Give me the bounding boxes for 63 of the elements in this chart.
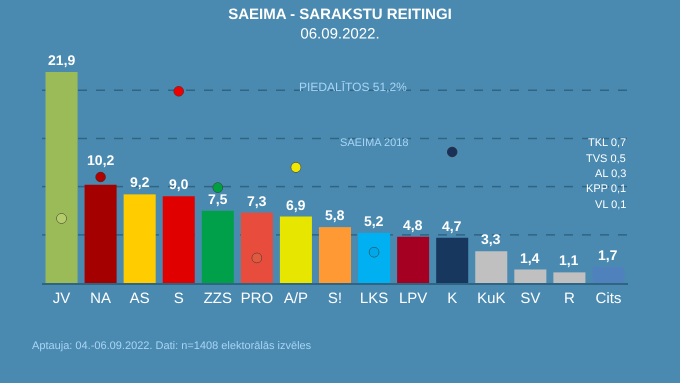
- annotation: TVS 0,5: [586, 153, 626, 165]
- bar: [162, 196, 195, 283]
- bar: [358, 232, 390, 283]
- bar: [553, 272, 586, 283]
- x-tick-label: Cits: [596, 290, 622, 307]
- x-tick-label: S!: [328, 290, 342, 307]
- annotation: SAEIMA 2018: [340, 137, 408, 149]
- data-label: 6,9: [286, 197, 306, 213]
- bar: [280, 216, 312, 283]
- data-label: 5,2: [364, 213, 384, 229]
- data-label: 1,4: [520, 250, 540, 266]
- bar: [124, 194, 156, 283]
- x-tick-label: A/P: [284, 290, 308, 307]
- x-tick-label: SV: [520, 290, 540, 307]
- bar: [475, 251, 508, 283]
- x-tick-label: ZZS: [204, 290, 232, 307]
- chart-subtitle: 06.09.2022.: [300, 26, 380, 43]
- bar: [202, 210, 234, 283]
- point: [212, 182, 224, 193]
- x-tick-label: KuK: [477, 290, 506, 307]
- x-tick-label: R: [564, 290, 575, 307]
- point: [252, 252, 262, 264]
- bar: [46, 72, 78, 283]
- data-label: 4,8: [403, 217, 423, 233]
- bar: [397, 236, 430, 283]
- data-label: 3,3: [481, 231, 501, 247]
- data-label: 5,8: [325, 207, 345, 223]
- point: [446, 146, 458, 158]
- x-tick-label: K: [447, 290, 458, 307]
- point: [173, 86, 184, 97]
- annotation: VL 0,1: [595, 199, 626, 211]
- x-tick-label: S: [174, 290, 184, 307]
- bar: [592, 266, 624, 283]
- bar: [84, 184, 117, 283]
- chart-title: SAEIMA - SARAKSTU REITINGI: [228, 6, 452, 24]
- data-label: 4,7: [442, 218, 462, 234]
- data-label: 10,2: [87, 152, 114, 168]
- text: Aptauja: 04.-06.09.2022. Dati: n=1408 elektorālās izvēles: [32, 340, 312, 352]
- x-tick-label: NA: [90, 290, 112, 307]
- x-tick-label: LPV: [398, 290, 428, 307]
- x-tick-label: JV: [52, 290, 70, 307]
- data-label: 7,3: [247, 193, 267, 209]
- data-label: 21,9: [48, 52, 76, 68]
- x-tick-label: AS: [130, 290, 150, 307]
- point: [290, 162, 302, 173]
- annotation: PIEDALĪTOS 51,2%: [299, 80, 408, 94]
- data-label: 1,7: [598, 247, 618, 263]
- annotation: KPP 0,1: [586, 183, 626, 195]
- bar: [318, 227, 352, 283]
- point: [56, 213, 67, 224]
- x-tick-label: PRO: [240, 290, 274, 307]
- annotation: TKL 0,7: [588, 137, 626, 149]
- data-label: 7,5: [208, 191, 228, 207]
- data-label: 1,1: [559, 252, 579, 268]
- annotation: AL 0,3: [595, 168, 626, 180]
- point: [95, 172, 106, 182]
- x-tick-label: LKS: [360, 290, 388, 307]
- bar: [514, 270, 546, 283]
- data-label: 9,2: [130, 174, 150, 190]
- point: [368, 246, 380, 258]
- data-label: 9,0: [169, 176, 189, 192]
- bar: [436, 238, 468, 283]
- bar: [240, 212, 273, 283]
